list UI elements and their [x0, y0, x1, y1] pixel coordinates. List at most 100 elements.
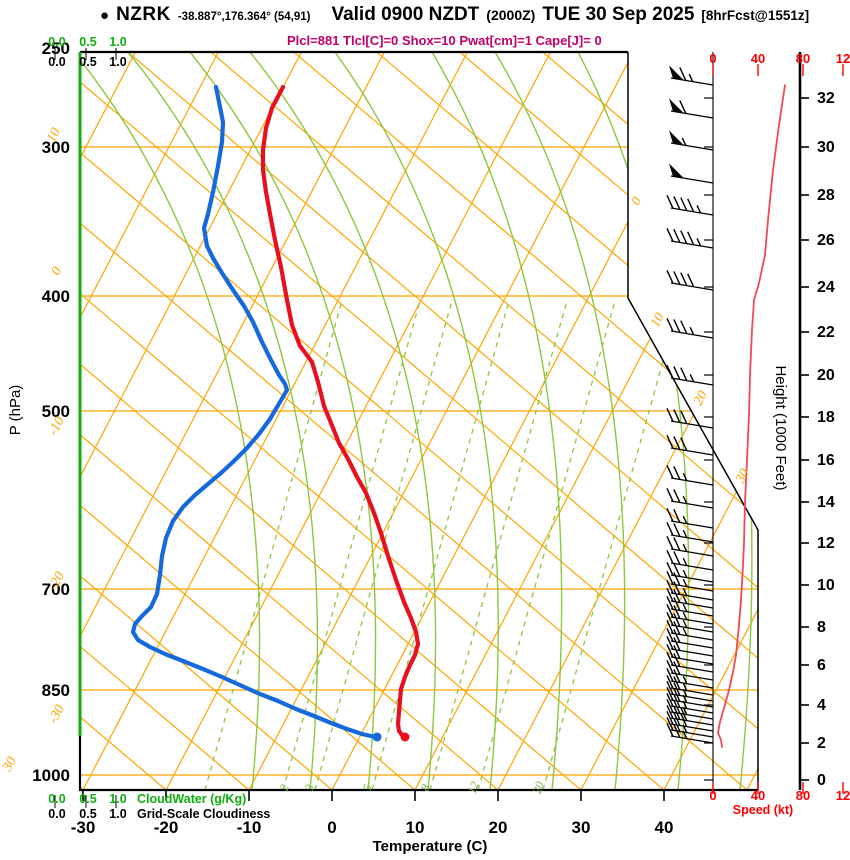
barb-half: [682, 682, 688, 691]
barb-staff: [670, 711, 714, 720]
wind-barb: [666, 612, 714, 633]
barb-staff: [670, 687, 714, 696]
barb-staff: [670, 583, 714, 592]
barb-full: [673, 509, 681, 523]
pressure-tick-label: 850: [42, 681, 70, 700]
isotherm-line: [663, 52, 758, 790]
barb-staff: [670, 648, 714, 657]
barb-full: [680, 707, 688, 721]
valid-date: TUE 30 Sep 2025: [542, 4, 695, 25]
speed-tick-label: 80: [796, 788, 810, 803]
barb-flag: [668, 65, 684, 81]
barb-staff: [670, 520, 714, 529]
temperature-tick-label: 20: [489, 818, 508, 837]
wind-barb: [666, 675, 714, 696]
barb-half: [682, 724, 688, 733]
dry-adiabat-line: [80, 52, 758, 790]
height-axis-title: Height (1000 Feet): [772, 365, 789, 490]
barb-full: [673, 637, 681, 651]
barb-staff: [670, 548, 714, 557]
isotherm-label: 20: [691, 389, 711, 408]
height-tick-label: 0: [817, 772, 826, 789]
wind-barb: [666, 270, 714, 291]
moist-adiabat-line: [494, 52, 626, 790]
barb-full: [666, 195, 674, 209]
barb-full: [666, 699, 674, 713]
barb-half: [682, 603, 688, 612]
dry-adiabat-line: [80, 52, 582, 790]
speed-tick-label: 0: [709, 51, 716, 66]
isotherm-line: [80, 52, 226, 790]
barb-half: [682, 694, 688, 703]
barb-full: [666, 435, 674, 449]
barb-staff: [670, 377, 714, 386]
barb-full: [666, 508, 674, 522]
moist-adiabat-line: [80, 52, 261, 790]
moist-adiabat-line: [127, 52, 319, 790]
wind-barb: [666, 522, 714, 543]
barb-staff: [670, 616, 714, 625]
barb-full: [687, 198, 695, 213]
barb-full: [666, 536, 674, 550]
barb-half: [682, 675, 688, 684]
barb-half: [696, 205, 702, 214]
wind-barb: [666, 488, 714, 509]
temperature-tick-label: -30: [71, 818, 96, 837]
height-tick-label: 26: [817, 232, 835, 249]
temperature-tick-label: 30: [572, 818, 591, 837]
cloudiness-scale-label: 0.5: [79, 55, 96, 69]
height-tick-label: 6: [817, 657, 826, 674]
barb-full: [666, 711, 674, 725]
barb-full: [673, 706, 681, 720]
wind-barb: [666, 195, 714, 216]
speed-tick-label: 40: [751, 51, 765, 66]
temperature-tick-label: -10: [237, 818, 262, 837]
barb-staff: [670, 729, 714, 738]
barb-half: [682, 529, 688, 538]
barb-staff: [670, 240, 714, 249]
barb-full: [666, 270, 674, 284]
barb-staff: [670, 632, 714, 641]
barb-full: [673, 537, 681, 551]
barb-full: [673, 682, 681, 696]
wind-barb: [666, 699, 714, 720]
mixing-ratio-line: [429, 299, 568, 790]
barb-half: [682, 595, 688, 604]
height-tick-label: 22: [817, 324, 835, 341]
wind-barb: [666, 228, 714, 249]
cloudiness-axis-title: Grid-Scale Cloudiness: [137, 807, 270, 821]
wind-barb: [666, 711, 714, 732]
barb-half: [682, 627, 688, 636]
wind-barb: [666, 693, 714, 714]
height-tick-label: 24: [817, 279, 835, 296]
barb-full: [673, 629, 681, 643]
mixing-ratio-line: [477, 299, 616, 790]
mixing-ratio-label: 5: [360, 782, 375, 792]
barb-staff: [670, 534, 714, 543]
wind-barb: [666, 318, 714, 339]
wind-barb: [666, 588, 714, 609]
temperature-tick-label: 0: [327, 818, 336, 837]
barb-half: [682, 515, 688, 524]
barb-full: [666, 318, 674, 332]
temperature-tick-label: -20: [154, 818, 179, 837]
cloudiness-scale-label: 1.0: [109, 55, 126, 69]
mixing-ratio-line: [371, 299, 510, 790]
barb-half: [682, 587, 688, 596]
barb-full: [666, 636, 674, 650]
isotherm-label: -30: [46, 703, 68, 727]
barb-half: [682, 569, 688, 578]
surface-dewpoint-dot: [372, 732, 382, 742]
cloudwater-scale-label: 1.0: [109, 792, 126, 806]
wind-barb: [666, 687, 714, 708]
sounding-curves: [130, 84, 421, 740]
barb-staff: [670, 735, 714, 744]
barb-half: [682, 619, 688, 628]
mixing-ratio-label: 2: [277, 782, 292, 792]
barb-staff: [670, 717, 714, 726]
isotherm-line: [82, 52, 475, 790]
barb-staff: [670, 693, 714, 702]
barb-full: [666, 660, 674, 674]
plot-right-border: [627, 52, 759, 790]
surface-temperature-dot: [400, 732, 410, 742]
